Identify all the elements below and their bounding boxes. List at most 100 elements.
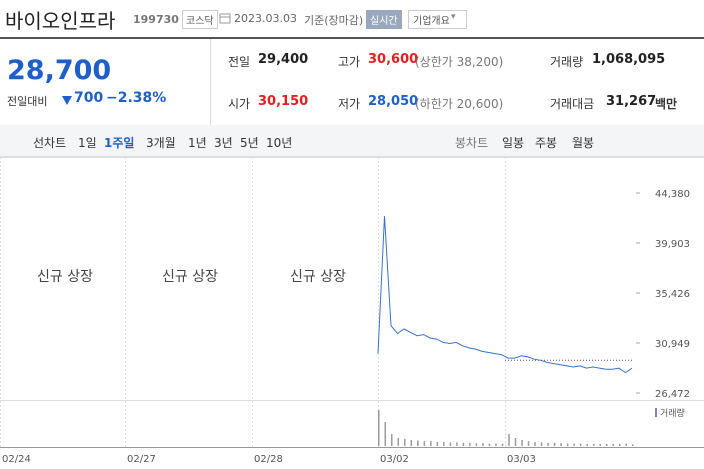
tab-candle[interactable]: 주봉 [535, 136, 558, 150]
volume-bar [579, 443, 582, 446]
company-info-label: 기업개요 [413, 16, 450, 27]
price-line [377, 216, 633, 374]
volume-bar [501, 443, 504, 446]
y-tick-label: 39,903 [655, 239, 690, 250]
annotation: 신규 상장 [37, 269, 93, 285]
volume-bar [618, 444, 621, 446]
dropdown-arrow: ▾ [451, 12, 456, 22]
change: 700 [74, 90, 104, 106]
quote-value: 30,600 [368, 52, 419, 67]
change-label: 전일대비 [7, 95, 48, 108]
volume-bar [482, 443, 484, 446]
market-badge: 코스닥 [182, 10, 218, 29]
tab-period[interactable]: 3개월 [146, 136, 176, 150]
volume-bar [443, 442, 445, 446]
realtime-button[interactable]: 실시간 [366, 10, 402, 29]
volume-bar [378, 410, 380, 446]
tab-period[interactable]: 3년 [214, 136, 233, 150]
annotation: 신규 상장 [290, 269, 346, 285]
date: 2023.03.03 [234, 12, 297, 25]
volume-bar [404, 438, 406, 446]
volume-bar [632, 444, 634, 446]
volume-bar [560, 443, 562, 446]
tab-period[interactable]: 5년 [240, 136, 259, 150]
volume-bar [430, 441, 432, 446]
volume-bar [384, 422, 387, 446]
quote-value: 1,068,095 [592, 52, 666, 67]
quote-note: (하한가 20,600) [415, 97, 504, 111]
quote-value: 30,150 [258, 94, 309, 109]
tab-line-chart[interactable]: 선차트 [33, 136, 67, 150]
tab-candle-chart[interactable]: 봉차트 [455, 136, 489, 150]
volume-bar [521, 440, 523, 446]
volume-legend: 거래량 [660, 407, 685, 419]
quote-label: 전일 [228, 55, 251, 69]
volume-bar [599, 444, 601, 446]
x-tick-label: 03/02 [380, 454, 409, 465]
stock-name: 바이오인프라 [5, 9, 116, 33]
tab-candle[interactable]: 일봉 [502, 136, 525, 150]
volume-bar [410, 440, 413, 446]
volume-bar [547, 442, 549, 446]
quote-value: 28,050 [368, 94, 419, 109]
volume-bar [566, 443, 569, 446]
volume-bar [449, 442, 452, 446]
volume-bar [495, 443, 497, 446]
x-tick-label: 02/28 [254, 454, 283, 465]
stock-code: 199730 [133, 13, 179, 26]
volume-bar [436, 442, 439, 446]
volume-bar [475, 443, 478, 446]
y-tick-label: 35,426 [655, 289, 690, 300]
volume-bar [573, 443, 575, 446]
tab-period[interactable]: 1일 [78, 136, 97, 150]
volume-bar [514, 438, 517, 446]
tab-period[interactable]: 10년 [266, 136, 293, 150]
volume-bar [553, 442, 556, 446]
volume-bar [469, 442, 471, 446]
quote-unit: 백만 [655, 97, 678, 111]
volume-bar [397, 438, 400, 446]
quote-value: 29,400 [258, 52, 309, 67]
volume-bar [625, 443, 627, 446]
y-tick-label: 44,380 [655, 189, 690, 200]
quote-label: 거래량 [550, 55, 584, 69]
volume-bar [417, 440, 419, 446]
volume-bar [605, 444, 608, 446]
quote-label: 거래대금 [550, 97, 595, 111]
annotation: 신규 상장 [162, 269, 218, 285]
quote-label: 저가 [338, 97, 361, 111]
date-basis: 기준(장마감) [304, 14, 364, 27]
down-arrow [62, 96, 72, 105]
volume-legend-swatch [655, 408, 657, 417]
calendar-icon [219, 13, 231, 24]
volume-bar [586, 444, 588, 446]
volume-bar [592, 444, 595, 446]
tab-period[interactable]: 1주일 [104, 136, 135, 150]
quote-value: 31,267 [606, 94, 657, 109]
volume-bar [612, 444, 614, 446]
volume-bar [391, 434, 393, 446]
change-pct: −2.38% [106, 90, 167, 106]
x-tick-label: 02/27 [127, 454, 156, 465]
chart: 26,472 30,949 35,426 39,903 44,380 02/24 02/27… [0, 157, 704, 465]
x-tick-label: 03/03 [507, 454, 536, 465]
volume-bar [527, 441, 530, 446]
quote-label: 고가 [338, 55, 361, 69]
quote-note: (상한가 38,200) [415, 55, 504, 69]
current-price: 28,700 [7, 55, 112, 86]
company-info-dropdown[interactable]: 기업개요 [408, 10, 467, 29]
volume-bar [534, 442, 536, 446]
tab-candle[interactable]: 월봉 [572, 136, 595, 150]
divider [210, 39, 211, 125]
volume-bar [488, 443, 491, 446]
quote-label: 시가 [228, 97, 251, 111]
volume-bar [540, 442, 543, 446]
x-tick-label: 02/24 [2, 454, 31, 465]
volume-bar [423, 441, 426, 446]
volume-bar [508, 434, 510, 446]
y-tick-label: 30,949 [655, 339, 690, 350]
tab-period[interactable]: 1년 [188, 136, 207, 150]
tab-bar [0, 125, 704, 157]
volume-bar [462, 442, 465, 446]
